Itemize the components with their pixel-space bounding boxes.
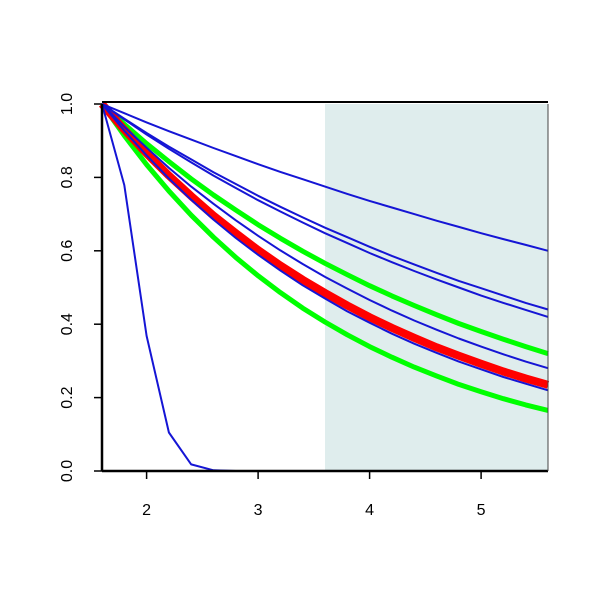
x-tick-label: 3 — [254, 502, 263, 519]
series-line — [101, 103, 549, 370]
x-tick-label: 4 — [365, 502, 374, 519]
series-line — [101, 103, 549, 252]
series-line — [100, 102, 549, 356]
y-tick-label: 0.6 — [59, 240, 76, 262]
series-line — [101, 103, 549, 318]
y-tick-label: 0.0 — [59, 460, 76, 482]
x-tick-label: 2 — [142, 502, 151, 519]
series-line — [99, 102, 549, 413]
y-tick-label: 0.2 — [59, 386, 76, 408]
shaded-region — [325, 104, 548, 471]
y-tick-label: 0.4 — [59, 313, 76, 335]
series-line — [101, 103, 549, 392]
series-line — [98, 101, 550, 389]
x-tick-label: 5 — [477, 502, 486, 519]
y-tick-label: 0.8 — [59, 166, 76, 188]
y-tick-label: 1.0 — [59, 93, 76, 115]
series-line — [101, 103, 549, 311]
